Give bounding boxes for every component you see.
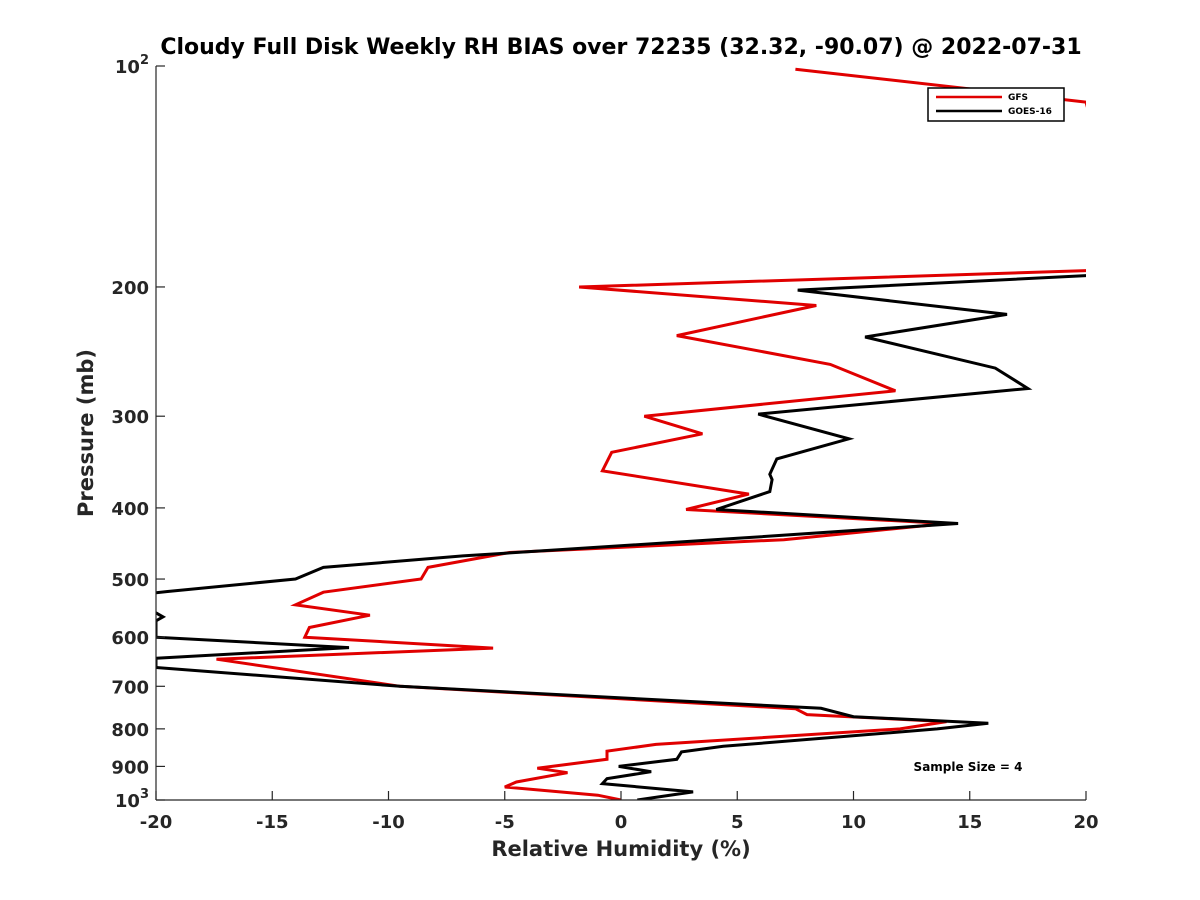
y-axis-label: Pressure (mb) <box>74 349 98 517</box>
y-tick-label: 200 <box>111 278 149 299</box>
series-line-goes-16 <box>156 274 1086 800</box>
y-tick-label: 900 <box>111 757 149 778</box>
legend-box <box>927 87 1065 122</box>
x-axis-label: Relative Humidity (%) <box>491 837 750 861</box>
chart-title: Cloudy Full Disk Weekly RH BIAS over 722… <box>160 35 1081 60</box>
y-tick-label: 800 <box>111 720 149 741</box>
legend-entry: GOES-16 <box>1008 107 1052 117</box>
legend-entry: GFS <box>1008 93 1028 103</box>
x-tick-label: 5 <box>731 812 744 833</box>
y-tick-label: 600 <box>111 628 149 649</box>
x-tick-label: -15 <box>256 812 289 833</box>
sample-size-annotation: Sample Size = 4 <box>914 760 1023 774</box>
x-tick-label: 20 <box>1073 812 1098 833</box>
x-tick-label: 10 <box>841 812 866 833</box>
y-tick-label: 500 <box>111 570 149 591</box>
y-tick-label: 300 <box>111 407 149 428</box>
x-tick-label: -20 <box>140 812 173 833</box>
series-lines <box>156 67 1086 800</box>
x-tick-label: 15 <box>957 812 982 833</box>
x-tick-label: -5 <box>495 812 515 833</box>
legend: GFS GOES-16 <box>927 87 1065 122</box>
x-tick-label: -10 <box>372 812 405 833</box>
y-tick-label: 700 <box>111 677 149 698</box>
series-line-gfs <box>216 67 1086 800</box>
y-tick-label: 103 <box>115 787 149 812</box>
y-tick-label: 102 <box>115 53 149 78</box>
x-tick-label: 0 <box>615 812 628 833</box>
plot-area: -20 -15 -10 -5 0 5 10 15 20 102 200 300 400 500 600 700… <box>111 53 1098 833</box>
y-tick-label: 400 <box>111 499 149 520</box>
